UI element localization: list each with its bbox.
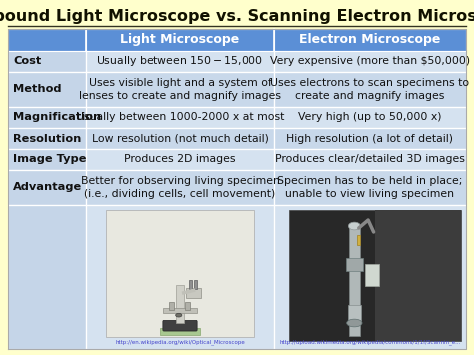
- Text: Very expensive (more than $50,000): Very expensive (more than $50,000): [270, 56, 470, 66]
- Bar: [86, 72, 274, 107]
- Text: Compound Light Microscope vs. Scanning Electron Microscope: Compound Light Microscope vs. Scanning E…: [0, 10, 474, 24]
- Bar: [348, 305, 361, 321]
- Bar: [274, 170, 466, 205]
- Bar: [160, 328, 200, 335]
- Text: Uses electrons to scan specimens to
create and magnify images: Uses electrons to scan specimens to crea…: [271, 78, 470, 101]
- Bar: [185, 301, 190, 310]
- Bar: [8, 107, 86, 128]
- Text: Light Microscope: Light Microscope: [120, 33, 240, 47]
- Bar: [194, 280, 197, 289]
- Ellipse shape: [346, 319, 362, 327]
- Text: http://upload.wikimedia.org/wikipedia/commons/1/1f/Scannin_e...: http://upload.wikimedia.org/wikipedia/co…: [279, 339, 461, 345]
- Bar: [8, 72, 86, 107]
- Bar: [8, 149, 86, 170]
- Bar: [86, 29, 274, 51]
- Bar: [274, 51, 466, 72]
- Ellipse shape: [176, 313, 182, 317]
- Text: Resolution: Resolution: [13, 133, 82, 143]
- Text: http://en.wikipedia.org/wiki/Optical_Microscope: http://en.wikipedia.org/wiki/Optical_Mic…: [115, 339, 245, 345]
- Bar: [365, 263, 379, 285]
- Bar: [8, 205, 86, 349]
- Text: Usually between 1000-2000 x at most: Usually between 1000-2000 x at most: [76, 113, 284, 122]
- Text: Better for observing living specimen
(i.e., dividing cells, cell movement): Better for observing living specimen (i.…: [81, 176, 280, 199]
- Bar: [163, 308, 197, 313]
- Bar: [274, 72, 466, 107]
- FancyBboxPatch shape: [163, 320, 197, 331]
- Bar: [86, 170, 274, 205]
- Text: Usually between $150-$15,000: Usually between $150-$15,000: [96, 55, 264, 69]
- Text: Image Type: Image Type: [13, 154, 86, 164]
- Text: Specimen has to be held in place;
unable to view living specimen: Specimen has to be held in place; unable…: [277, 176, 463, 199]
- Bar: [356, 235, 360, 245]
- Bar: [86, 149, 274, 170]
- Bar: [106, 210, 254, 337]
- Bar: [86, 51, 274, 72]
- Bar: [8, 170, 86, 205]
- Text: High resolution (a lot of detail): High resolution (a lot of detail): [286, 133, 454, 143]
- Text: Method: Method: [13, 84, 62, 94]
- Bar: [289, 210, 461, 341]
- Bar: [274, 149, 466, 170]
- Bar: [186, 288, 201, 298]
- Bar: [346, 258, 363, 271]
- Text: Magnification: Magnification: [13, 113, 101, 122]
- Bar: [169, 301, 174, 310]
- Text: Very high (up to 50,000 x): Very high (up to 50,000 x): [298, 113, 442, 122]
- Bar: [274, 128, 466, 149]
- Text: Produces 2D images: Produces 2D images: [124, 154, 236, 164]
- Text: Uses visible light and a system of
lenses to create and magnify images: Uses visible light and a system of lense…: [79, 78, 281, 101]
- Bar: [86, 128, 274, 149]
- Bar: [375, 210, 461, 341]
- Ellipse shape: [348, 222, 360, 230]
- Bar: [86, 205, 274, 349]
- Text: Electron Microscope: Electron Microscope: [299, 33, 441, 47]
- Bar: [8, 128, 86, 149]
- Text: Advantage: Advantage: [13, 182, 82, 192]
- Bar: [349, 225, 360, 336]
- Bar: [189, 280, 192, 289]
- Text: Produces clear/detailed 3D images: Produces clear/detailed 3D images: [275, 154, 465, 164]
- Bar: [86, 107, 274, 128]
- Bar: [176, 285, 184, 323]
- Bar: [274, 107, 466, 128]
- Bar: [8, 29, 86, 51]
- Text: Cost: Cost: [13, 56, 41, 66]
- Bar: [274, 205, 466, 349]
- Bar: [8, 51, 86, 72]
- Bar: [274, 29, 466, 51]
- Text: Low resolution (not much detail): Low resolution (not much detail): [91, 133, 268, 143]
